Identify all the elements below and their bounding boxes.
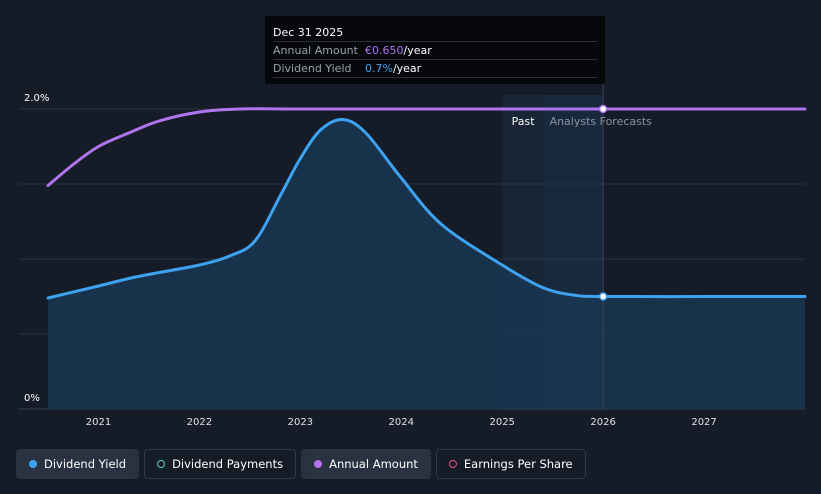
legend-annual-amount[interactable]: Annual Amount: [301, 449, 431, 479]
legend-label: Annual Amount: [329, 457, 418, 471]
marker-annual-amount: [598, 104, 608, 114]
legend-label: Dividend Payments: [172, 457, 284, 471]
tooltip-value: €0.650: [365, 44, 404, 57]
chart-tooltip: Dec 31 2025 Annual Amount €0.650 /year D…: [265, 16, 605, 84]
legend-dividend-yield[interactable]: Dividend Yield: [16, 449, 140, 479]
x-tick-label: 2023: [288, 417, 313, 428]
tooltip-row-dividend-yield: Dividend Yield 0.7% /year: [273, 60, 597, 78]
x-tick-label: 2025: [489, 417, 514, 428]
legend-label: Dividend Yield: [44, 457, 127, 471]
x-tick-label: 2024: [389, 417, 414, 428]
dividend-chart: 2.0% 0% 2021 2022 2023 2024 2025 2026 2027 Past…: [19, 84, 807, 428]
tooltip-value: 0.7%: [365, 62, 393, 75]
forecast-label: Analysts Forecasts: [550, 115, 653, 128]
chart-legend: Dividend Yield Dividend Payments Annual …: [16, 449, 586, 479]
tooltip-unit: /year: [392, 62, 422, 75]
legend-earnings-per-share[interactable]: Earnings Per Share: [435, 449, 586, 479]
legend-dot-icon: [157, 460, 166, 468]
x-axis: 2021 2022 2023 2024 2025 2026 2027: [86, 417, 717, 428]
hover-markers: [598, 104, 608, 301]
legend-dot-icon: [29, 460, 37, 468]
series-line-annual-amount: [46, 107, 807, 187]
legend-dot-icon: [314, 460, 323, 468]
tooltip-label: Dividend Yield: [273, 62, 352, 75]
x-tick-label: 2027: [691, 417, 716, 428]
y-axis: 2.0% 0%: [24, 93, 49, 404]
series-line-dividend-yield: [46, 117, 807, 300]
tooltip-row-annual-amount: Annual Amount €0.650 /year: [273, 42, 597, 60]
x-tick-label: 2021: [86, 417, 111, 428]
legend-dividend-payments[interactable]: Dividend Payments: [144, 449, 297, 479]
legend-label: Earnings Per Share: [463, 457, 573, 471]
series-lines: [46, 107, 807, 300]
legend-dot-icon: [448, 460, 457, 468]
series-fills: [48, 119, 805, 410]
y-tick-label: 0%: [24, 393, 40, 404]
tooltip-date: Dec 31 2025: [273, 24, 597, 42]
x-tick-label: 2026: [590, 417, 615, 428]
past-label: Past: [512, 115, 536, 128]
y-tick-label: 2.0%: [24, 93, 49, 104]
tooltip-label: Annual Amount: [273, 44, 358, 57]
marker-dividend-yield: [598, 292, 608, 301]
tooltip-unit: /year: [403, 44, 432, 57]
series-area-dividend-yield: [48, 119, 805, 410]
x-tick-label: 2022: [187, 417, 212, 428]
